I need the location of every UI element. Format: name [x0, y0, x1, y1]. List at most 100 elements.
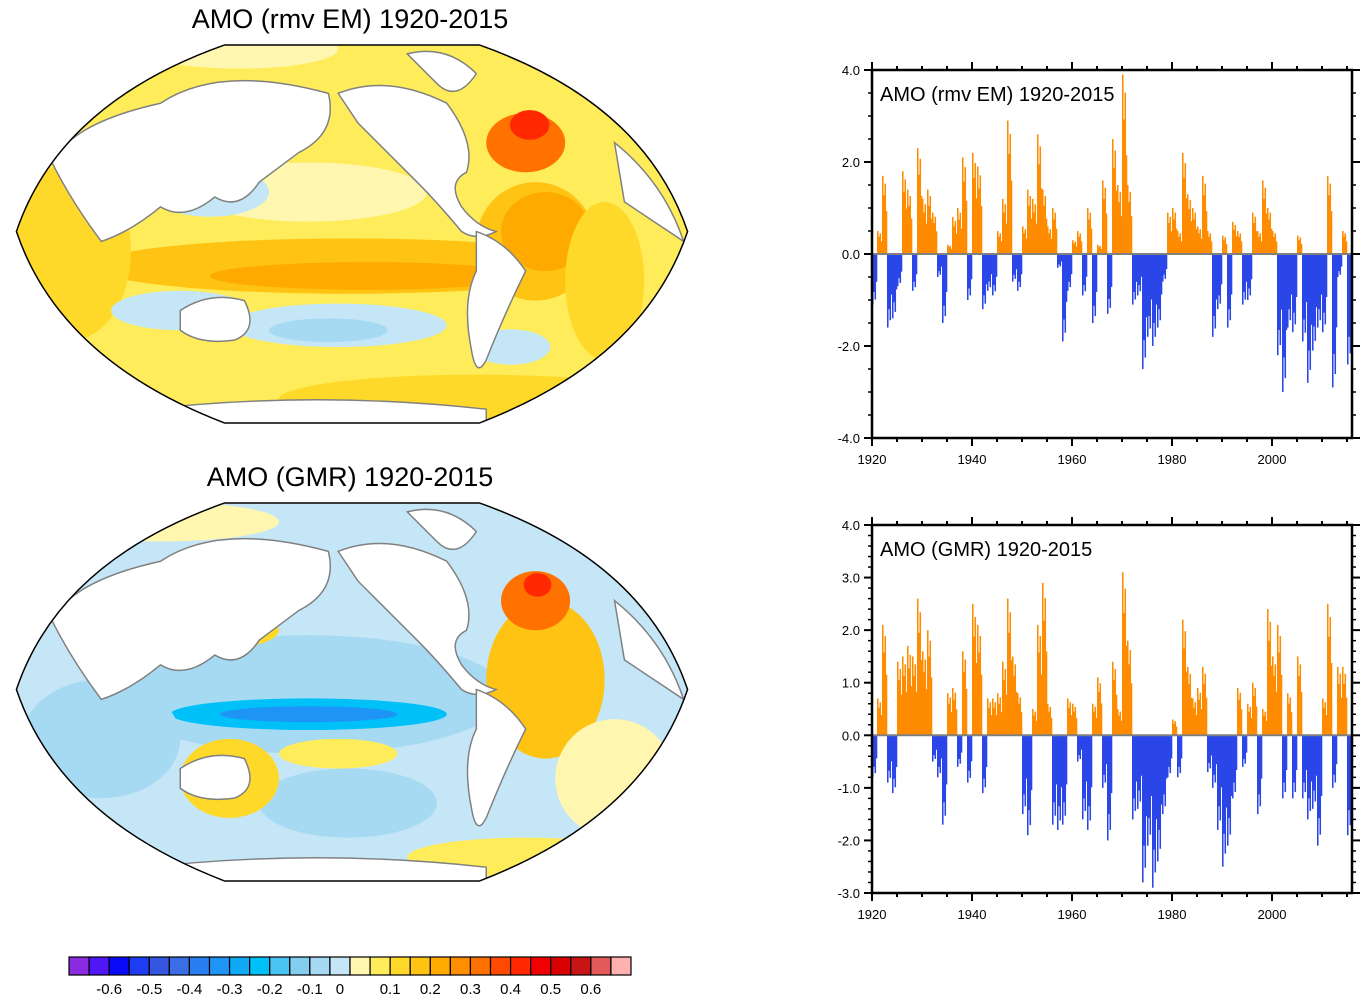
- data-bar: [1093, 711, 1095, 736]
- data-bar: [887, 735, 889, 783]
- data-bar: [1317, 254, 1319, 328]
- data-bar: [1280, 254, 1283, 310]
- x-tick-label: 2000: [1258, 907, 1287, 922]
- data-bar: [902, 171, 904, 254]
- colorbar-swatch: [309, 956, 331, 976]
- data-bar: [1105, 213, 1108, 254]
- data-bar: [884, 635, 887, 736]
- data-bar: [1115, 694, 1118, 736]
- data-bar: [1274, 664, 1277, 736]
- data-bar: [1320, 735, 1323, 797]
- data-bar: [993, 707, 995, 736]
- data-bar: [1020, 254, 1023, 275]
- data-bar: [1308, 735, 1310, 799]
- data-bar: [1154, 254, 1157, 337]
- data-bar: [1119, 191, 1122, 254]
- data-bar: [899, 669, 902, 736]
- data-bar: [988, 707, 990, 736]
- data-bar: [1090, 735, 1093, 788]
- data-bar: [1249, 254, 1252, 296]
- data-bar: [1322, 254, 1324, 333]
- data-bar: [1133, 254, 1135, 292]
- data-bar: [942, 254, 944, 323]
- data-bar: [1198, 699, 1200, 736]
- data-bar: [1085, 254, 1088, 277]
- data-bar: [950, 712, 953, 736]
- data-bar: [1098, 247, 1100, 254]
- data-bar: [878, 707, 880, 736]
- data-bar: [1060, 735, 1063, 788]
- data-bar: [1343, 236, 1345, 254]
- data-bar: [927, 189, 929, 254]
- data-bar: [1230, 735, 1233, 797]
- data-bar: [1209, 233, 1212, 254]
- data-bar: [995, 254, 998, 277]
- data-bar: [1079, 233, 1082, 254]
- data-bar: [903, 191, 905, 254]
- data-bar: [1255, 706, 1258, 736]
- data-bar: [1240, 241, 1243, 254]
- data-bar: [1197, 226, 1199, 254]
- colorbar-swatch: [570, 956, 592, 976]
- data-bar: [1184, 162, 1187, 254]
- landmass: [405, 50, 478, 93]
- landmass: [405, 508, 478, 551]
- data-bar: [1084, 254, 1087, 292]
- data-bar: [1213, 735, 1215, 775]
- data-bar: [1037, 624, 1039, 736]
- data-bar: [984, 735, 987, 788]
- colorbar-swatch: [148, 956, 170, 976]
- data-bar: [1179, 233, 1182, 254]
- data-bar: [1127, 640, 1129, 736]
- landmass: [130, 399, 487, 424]
- data-bar: [1194, 702, 1197, 736]
- data-bar: [928, 656, 930, 736]
- data-bar: [1292, 254, 1294, 333]
- data-bar: [1292, 735, 1294, 799]
- data-bar: [1242, 254, 1244, 305]
- data-bar: [1253, 222, 1255, 254]
- data-bar: [1167, 735, 1169, 778]
- landmass: [466, 688, 527, 827]
- data-bar: [997, 693, 999, 736]
- data-bar: [912, 254, 914, 291]
- data-bar: [1140, 735, 1143, 776]
- data-bar: [1139, 735, 1142, 802]
- data-bar: [909, 196, 912, 254]
- data-bar: [1347, 735, 1349, 836]
- colorbar-label: 0.3: [460, 981, 481, 998]
- data-bar: [1097, 677, 1099, 736]
- data-bar: [1175, 228, 1178, 254]
- data-bar: [965, 689, 968, 736]
- colorbar-swatch: [509, 956, 532, 976]
- data-bar: [1017, 254, 1019, 291]
- data-bar: [1263, 198, 1265, 254]
- data-bar: [1044, 598, 1047, 736]
- data-bar: [1112, 139, 1114, 254]
- y-tick-label: 4.0: [842, 63, 860, 78]
- data-bar: [955, 709, 958, 736]
- colorbar-label: 0.2: [420, 981, 441, 998]
- data-bar: [1053, 735, 1055, 803]
- data-bar: [1173, 219, 1175, 254]
- data-bar: [1325, 715, 1328, 736]
- data-bar: [1335, 254, 1338, 328]
- data-bar: [1237, 687, 1239, 736]
- data-bar: [977, 166, 979, 254]
- data-bar: [1059, 254, 1062, 267]
- data-bar: [1275, 691, 1278, 736]
- data-bar: [945, 254, 948, 292]
- data-bar: [1084, 735, 1087, 811]
- data-bar: [883, 652, 885, 736]
- data-bar: [904, 179, 907, 254]
- y-tick-label: 0.0: [842, 247, 860, 262]
- data-bar: [1099, 245, 1102, 254]
- data-bar: [890, 254, 893, 295]
- data-bar: [1164, 735, 1167, 807]
- data-bar: [1014, 664, 1017, 736]
- data-bar: [1170, 735, 1173, 759]
- data-bar: [1092, 254, 1094, 323]
- data-bar: [1013, 676, 1015, 736]
- data-bar: [1117, 185, 1119, 254]
- data-bar: [1047, 703, 1049, 736]
